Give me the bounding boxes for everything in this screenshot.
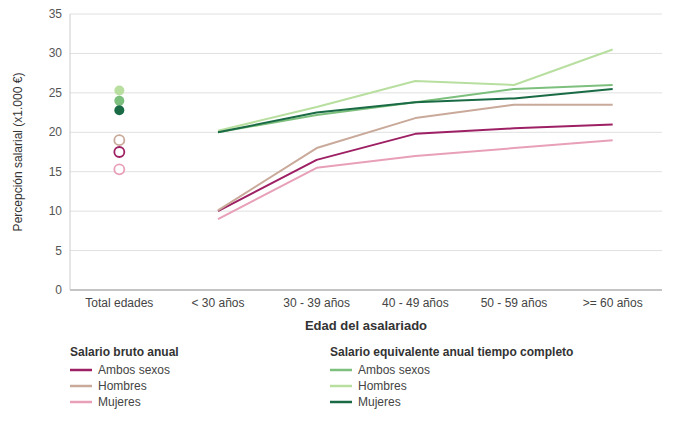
y-tick-label: 10: [49, 204, 63, 218]
legend-swatch: [70, 401, 92, 404]
x-axis: Total edades < 30 años 30 - 39 años 40 - 49…: [85, 296, 642, 310]
legend-label: Mujeres: [358, 395, 401, 409]
legend-title: Salario bruto anual: [70, 345, 179, 359]
grid-line: [70, 171, 662, 172]
x-tick-label: < 30 años: [191, 296, 244, 310]
legend-swatch: [330, 401, 352, 404]
series-line: [218, 89, 613, 132]
series-line: [218, 140, 613, 219]
legend-title: Salario equivalente anual tiempo complet…: [330, 345, 573, 359]
legend-label: Hombres: [98, 379, 147, 393]
y-tick-label: 35: [49, 7, 63, 21]
chart: 0 5 10 15 20 25 30 35 Total edades < 30 años 30 - …: [0, 0, 676, 438]
legend-swatch: [330, 385, 352, 388]
point-marker: [114, 96, 124, 106]
point-marker: [114, 147, 124, 157]
x-tick-label: >= 60 años: [583, 296, 643, 310]
grid-line: [70, 53, 662, 54]
x-tick-label: 50 - 59 años: [481, 296, 548, 310]
legend-swatch: [70, 385, 92, 388]
plot-area: [114, 49, 612, 219]
point-marker: [114, 135, 124, 145]
y-tick-label: 20: [49, 125, 63, 139]
series-line: [218, 124, 613, 211]
x-tick-label: 40 - 49 años: [382, 296, 449, 310]
point-marker: [114, 105, 124, 115]
series-line: [218, 49, 613, 130]
legend-swatch: [70, 369, 92, 372]
x-axis-line: [70, 290, 662, 291]
legend: Salario bruto anual Ambos sexos Hombres Muj…: [70, 345, 573, 409]
legend-label: Ambos sexos: [98, 363, 170, 377]
y-tick-label: 0: [55, 283, 62, 297]
y-tick-label: 25: [49, 86, 63, 100]
legend-label: Ambos sexos: [358, 363, 430, 377]
legend-swatch: [330, 369, 352, 372]
y-tick-label: 15: [49, 165, 63, 179]
legend-label: Hombres: [358, 379, 407, 393]
y-axis-line: [70, 14, 71, 290]
y-axis-title: Percepción salarial (x1.000 €): [11, 73, 25, 232]
y-tick-label: 30: [49, 46, 63, 60]
legend-label: Mujeres: [98, 395, 141, 409]
x-tick-label: 30 - 39 años: [283, 296, 350, 310]
grid-line: [70, 250, 662, 251]
point-marker: [114, 164, 124, 174]
x-tick-label: Total edades: [85, 296, 153, 310]
point-marker: [114, 85, 124, 95]
grid-line: [70, 14, 662, 15]
y-tick-label: 5: [55, 244, 62, 258]
x-axis-title: Edad del asalariado: [305, 318, 427, 333]
series-line: [218, 85, 613, 132]
grid-line: [70, 290, 662, 291]
grid-line: [70, 211, 662, 212]
y-axis: 0 5 10 15 20 25 30 35: [49, 7, 662, 297]
